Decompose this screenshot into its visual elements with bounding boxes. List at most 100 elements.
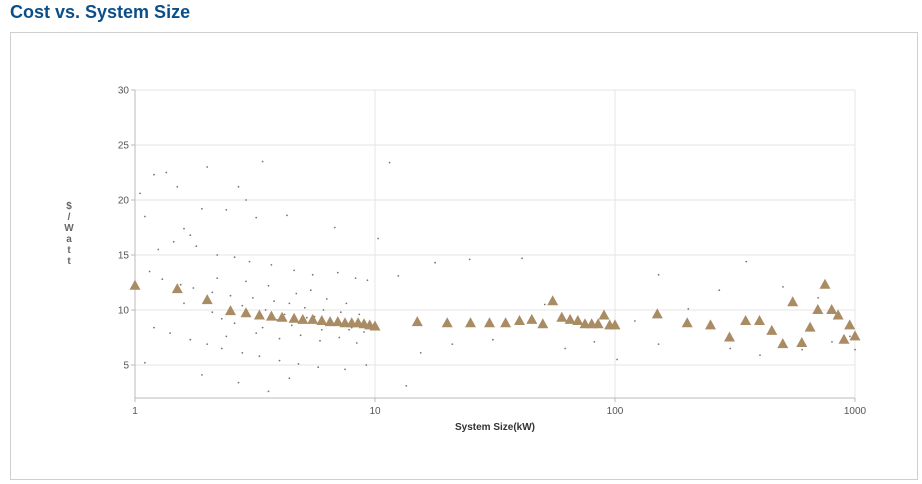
scatter-chart: 5 10 15 20 25 30 1 10 100 1000 System Size(kW) $… xyxy=(64,86,866,434)
scatter-point xyxy=(237,381,240,384)
scatter-point xyxy=(299,334,302,337)
scatter-point xyxy=(220,317,223,320)
scatter-point xyxy=(169,332,172,334)
scatter-point xyxy=(245,199,247,201)
scatter-point xyxy=(233,322,236,325)
scatter-point xyxy=(267,390,270,393)
triangle-marker xyxy=(832,309,844,320)
scatter-point xyxy=(264,309,267,311)
scatter-point xyxy=(229,294,232,297)
triangle-marker xyxy=(592,318,604,329)
scatter-point xyxy=(543,303,546,306)
scatter-point xyxy=(252,297,254,299)
x-tick-label: 10 xyxy=(369,406,381,417)
triangle-marker xyxy=(609,319,621,330)
x-tick-labels: 1 10 100 1000 xyxy=(132,406,866,417)
scatter-point xyxy=(233,256,236,259)
scatter-point xyxy=(201,207,203,210)
scatter-point xyxy=(451,343,454,345)
scatter-point xyxy=(657,343,660,345)
scatter-point xyxy=(358,313,361,316)
x-tick-label: 1 xyxy=(132,406,138,417)
scatter-point xyxy=(189,338,192,341)
scatter-point xyxy=(165,171,168,174)
triangle-marker xyxy=(316,315,328,325)
triangle-marker xyxy=(297,313,309,324)
scatter-point xyxy=(237,185,240,188)
scatter-point xyxy=(278,359,281,362)
scatter-point xyxy=(192,287,195,289)
triangle-marker xyxy=(369,320,381,331)
scatter-point xyxy=(148,270,151,273)
scatter-point xyxy=(319,339,321,342)
scatter-point xyxy=(593,341,596,343)
scatter-point xyxy=(759,354,761,356)
triangle-marker xyxy=(598,309,610,320)
triangle-marker xyxy=(777,338,789,349)
scatter-point xyxy=(354,277,357,279)
triangle-marker xyxy=(849,330,861,341)
scatter-point xyxy=(195,245,198,248)
triangle-marker xyxy=(787,296,799,307)
triangle-marker xyxy=(265,310,277,321)
triangle-marker xyxy=(804,321,816,332)
scatter-point xyxy=(831,341,833,343)
scatter-point xyxy=(295,292,298,295)
scatter-point xyxy=(189,234,192,237)
scatter-point xyxy=(745,260,748,263)
scatter-point xyxy=(216,254,219,256)
scatter-point xyxy=(270,264,273,266)
scatter-point xyxy=(211,291,214,294)
scatter-point xyxy=(854,348,856,351)
triangle-marker xyxy=(766,324,778,335)
x-axis-title: System Size(kW) xyxy=(455,422,535,433)
scatter-point xyxy=(261,326,264,329)
scatter-point xyxy=(248,260,251,263)
scatter-point xyxy=(339,311,342,314)
triangle-marker xyxy=(276,311,288,322)
scatter-point xyxy=(309,289,312,292)
scatter-point xyxy=(261,160,264,163)
scatter-point xyxy=(283,313,286,316)
scatter-point xyxy=(201,374,203,376)
scatter-point xyxy=(290,324,293,327)
y-axis-title-char: $ xyxy=(66,201,72,212)
scatter-point xyxy=(405,385,408,387)
triangle-marker xyxy=(441,317,453,328)
scatter-point xyxy=(338,336,341,339)
y-tick-label: 10 xyxy=(118,306,130,317)
triangle-marker xyxy=(812,304,824,314)
scatter-point xyxy=(241,304,244,307)
y-tick-label: 30 xyxy=(118,86,130,97)
scatter-point xyxy=(183,227,185,230)
scatter-point xyxy=(255,332,258,334)
scatter-point xyxy=(657,273,660,276)
scatter-point xyxy=(288,377,291,380)
scatter-point xyxy=(179,283,182,286)
y-tick-labels: 5 10 15 20 25 30 xyxy=(118,86,130,372)
scatter-point xyxy=(817,297,819,299)
scatter-point xyxy=(286,214,288,217)
scatter-point xyxy=(492,338,494,341)
triangle-marker xyxy=(547,295,559,306)
scatter-point xyxy=(564,347,567,350)
y-tick-label: 5 xyxy=(123,361,129,372)
scatter-point xyxy=(521,257,523,260)
triangle-marker xyxy=(537,318,549,329)
scatter-point xyxy=(293,269,295,272)
scatter-point xyxy=(388,161,391,164)
scatter-point xyxy=(297,363,300,365)
triangle-marker xyxy=(754,315,765,325)
scatter-point xyxy=(345,302,348,305)
triangle-marker xyxy=(514,315,525,325)
y-tick-label: 20 xyxy=(118,196,130,207)
scatter-point xyxy=(267,284,270,287)
scatter-point xyxy=(206,166,209,168)
scatter-point xyxy=(278,337,281,340)
scatter-point xyxy=(322,309,325,311)
scatter-point xyxy=(366,279,369,282)
scatter-point xyxy=(782,286,784,288)
triangle-marker xyxy=(826,304,838,314)
triangle-marker xyxy=(332,316,344,327)
y-tick-label: 15 xyxy=(118,251,130,262)
